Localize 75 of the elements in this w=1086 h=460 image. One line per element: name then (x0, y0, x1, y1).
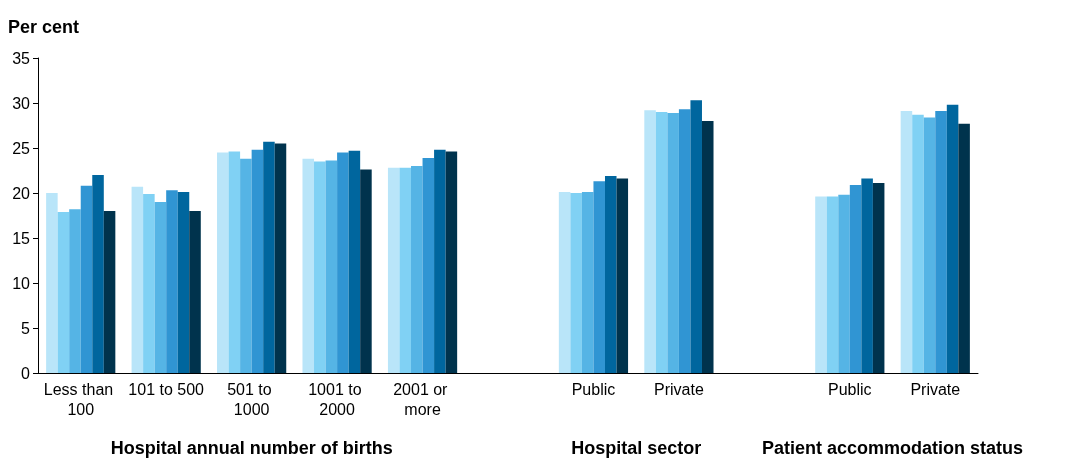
bar (923, 117, 936, 373)
bar (422, 157, 435, 373)
bar (166, 190, 178, 373)
bar (946, 104, 959, 373)
bar (849, 184, 862, 373)
bar (217, 152, 229, 373)
bar (337, 152, 349, 373)
bar (387, 167, 400, 373)
bar (189, 211, 201, 373)
y-tick-label: 25 (12, 139, 31, 157)
y-tick-label: 20 (12, 184, 31, 202)
bar (935, 111, 947, 373)
bar (558, 192, 571, 373)
bar (314, 161, 326, 373)
bar (678, 109, 691, 373)
bar (655, 112, 668, 373)
bar (240, 158, 252, 373)
y-tick-label: 0 (21, 364, 31, 382)
bar (69, 209, 81, 373)
y-tick-label: 30 (12, 94, 31, 112)
bar (143, 193, 155, 373)
bar (701, 121, 714, 373)
bar (80, 185, 93, 373)
x-tick-label: 1001 to 2000 (308, 380, 366, 418)
bar (325, 160, 338, 373)
y-tick-label: 15 (12, 229, 31, 247)
y-tick-label: 35 (12, 49, 31, 67)
bar (815, 196, 827, 373)
x-tick-label: Public (828, 380, 872, 398)
x-tick-label: 101 to 500 (128, 380, 205, 398)
x-tick-label: Private (654, 380, 704, 398)
bar (900, 111, 913, 373)
bar (570, 193, 582, 373)
bar (434, 149, 446, 373)
y-tick-label: 10 (12, 274, 31, 292)
x-tick-label: 501 to 1000 (227, 380, 277, 418)
bar (57, 211, 70, 373)
bar (690, 100, 702, 373)
bar (228, 151, 241, 373)
bar (861, 178, 873, 373)
bar (912, 114, 924, 373)
bar (302, 158, 315, 373)
bar (838, 194, 850, 373)
bar (103, 211, 116, 373)
bar (177, 192, 190, 373)
text: Hospital annual number of births (110, 438, 393, 458)
bar (399, 167, 412, 373)
bar (445, 151, 458, 373)
bar (46, 193, 58, 373)
text: Patient accommodation status (762, 438, 1024, 458)
bar (154, 202, 167, 373)
bar (92, 175, 104, 373)
bar (263, 141, 275, 373)
bar (348, 150, 361, 373)
bar (604, 175, 617, 373)
x-tick-label: Public (571, 380, 616, 398)
y-axis-title: Per cent (8, 17, 80, 37)
bar (826, 196, 839, 373)
x-tick-label: Less than 100 (43, 380, 118, 418)
bar (251, 149, 264, 373)
bar (616, 178, 629, 373)
x-tick-label: 2001 or more (393, 380, 452, 418)
bar (872, 183, 885, 373)
x-tick-label: Private (910, 380, 961, 398)
bar (644, 110, 656, 373)
bar (360, 169, 372, 373)
bar (593, 181, 605, 373)
bar (667, 112, 679, 373)
bar (581, 192, 594, 373)
text: Hospital sector (571, 438, 702, 458)
bar (958, 123, 970, 373)
bar (411, 166, 423, 373)
bar (131, 186, 144, 373)
bar (274, 143, 287, 373)
y-tick-label: 5 (21, 319, 31, 337)
